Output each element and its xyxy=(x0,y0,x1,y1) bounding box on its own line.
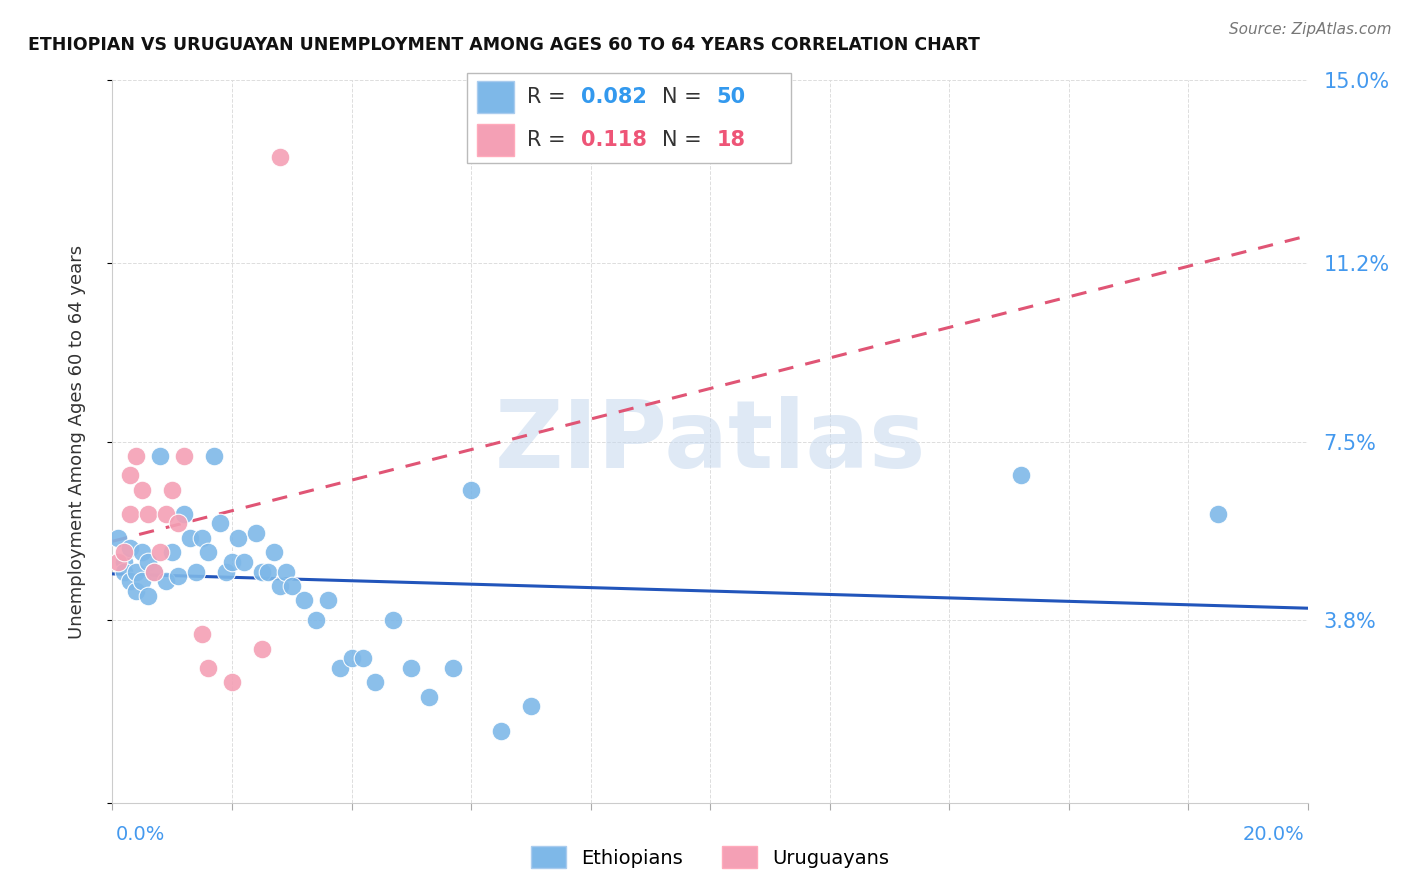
Point xyxy=(114,545,135,559)
Point xyxy=(329,661,352,675)
Point xyxy=(257,565,280,579)
Point xyxy=(120,468,142,483)
Point xyxy=(364,675,387,690)
Text: 50: 50 xyxy=(717,87,745,107)
Point xyxy=(520,699,543,714)
Text: 20.0%: 20.0% xyxy=(1243,825,1305,844)
Point xyxy=(1206,507,1229,521)
Point xyxy=(209,516,232,531)
Point xyxy=(120,574,142,589)
Point xyxy=(460,483,482,497)
FancyBboxPatch shape xyxy=(467,73,792,163)
Point xyxy=(197,545,219,559)
Point xyxy=(382,613,405,627)
Point xyxy=(155,574,177,589)
Point xyxy=(191,531,214,545)
Text: ZIPatlas: ZIPatlas xyxy=(495,395,925,488)
Point xyxy=(269,150,291,164)
Point xyxy=(202,449,225,463)
Point xyxy=(143,565,166,579)
Point xyxy=(149,545,172,559)
Text: 0.118: 0.118 xyxy=(581,129,647,150)
Point xyxy=(107,531,129,545)
Point xyxy=(155,507,177,521)
Point xyxy=(441,661,464,675)
Text: ETHIOPIAN VS URUGUAYAN UNEMPLOYMENT AMONG AGES 60 TO 64 YEARS CORRELATION CHART: ETHIOPIAN VS URUGUAYAN UNEMPLOYMENT AMON… xyxy=(28,36,980,54)
Point xyxy=(281,579,304,593)
Point xyxy=(120,541,142,555)
Point xyxy=(131,483,153,497)
Point xyxy=(233,555,256,569)
Point xyxy=(221,555,243,569)
Bar xyxy=(477,81,513,112)
Point xyxy=(305,613,328,627)
Point xyxy=(114,555,135,569)
Point xyxy=(114,565,135,579)
Point xyxy=(173,449,195,463)
Text: N =: N = xyxy=(662,87,709,107)
Point xyxy=(221,675,243,690)
Text: R =: R = xyxy=(527,87,572,107)
Text: 0.0%: 0.0% xyxy=(115,825,165,844)
Point xyxy=(125,565,148,579)
Text: R =: R = xyxy=(527,129,579,150)
Point xyxy=(107,555,129,569)
Point xyxy=(215,565,238,579)
Point xyxy=(316,593,339,607)
Point xyxy=(274,565,297,579)
Point xyxy=(1010,468,1032,483)
Text: Source: ZipAtlas.com: Source: ZipAtlas.com xyxy=(1229,22,1392,37)
Point xyxy=(263,545,285,559)
Point xyxy=(149,449,172,463)
Point xyxy=(226,531,249,545)
Text: 18: 18 xyxy=(717,129,745,150)
Point xyxy=(173,507,195,521)
Y-axis label: Unemployment Among Ages 60 to 64 years: Unemployment Among Ages 60 to 64 years xyxy=(67,244,86,639)
Point xyxy=(131,545,153,559)
Point xyxy=(186,565,208,579)
Point xyxy=(120,507,142,521)
Text: N =: N = xyxy=(662,129,716,150)
Point xyxy=(250,641,273,656)
Point xyxy=(125,583,148,598)
Point xyxy=(131,574,153,589)
Point xyxy=(353,651,375,665)
Text: 0.082: 0.082 xyxy=(581,87,647,107)
Point xyxy=(143,565,166,579)
Point xyxy=(167,569,190,583)
Point xyxy=(191,627,214,641)
Point xyxy=(418,690,440,704)
Point xyxy=(340,651,363,665)
Point xyxy=(401,661,423,675)
Point xyxy=(292,593,315,607)
Point xyxy=(138,555,160,569)
Point xyxy=(162,483,183,497)
Point xyxy=(167,516,190,531)
Point xyxy=(138,589,160,603)
Legend: Ethiopians, Uruguayans: Ethiopians, Uruguayans xyxy=(523,838,897,876)
Point xyxy=(269,579,291,593)
Point xyxy=(489,723,512,738)
Point xyxy=(197,661,219,675)
Point xyxy=(245,526,267,541)
Bar xyxy=(477,124,513,156)
Point xyxy=(162,545,183,559)
Point xyxy=(179,531,201,545)
Point xyxy=(125,449,148,463)
Point xyxy=(138,507,160,521)
Point xyxy=(250,565,273,579)
